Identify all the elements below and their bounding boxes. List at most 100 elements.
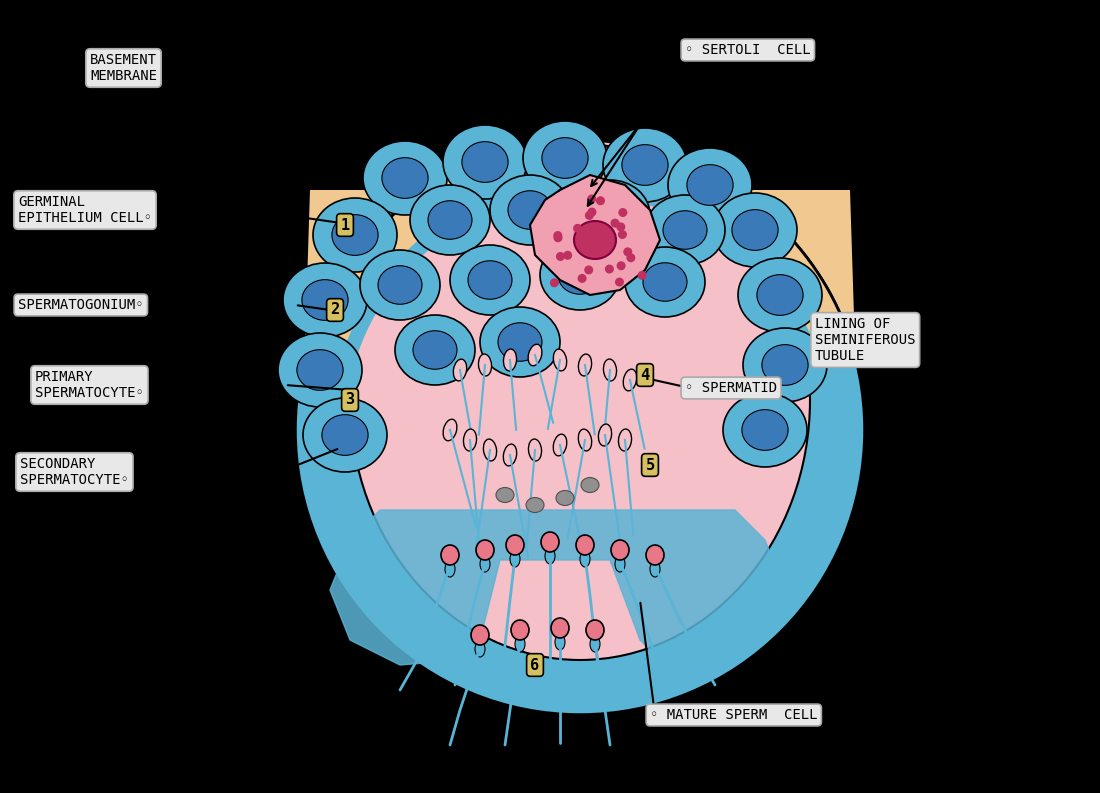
Circle shape [553,233,562,243]
Ellipse shape [453,359,466,381]
Circle shape [624,247,632,256]
Circle shape [615,278,624,286]
Text: SECONDARY
SPERMATOCYTE◦: SECONDARY SPERMATOCYTE◦ [20,457,129,487]
Ellipse shape [508,191,552,229]
Ellipse shape [590,636,600,652]
Text: BASEMENT
MEMBRANE: BASEMENT MEMBRANE [90,53,157,83]
Ellipse shape [644,262,688,301]
Ellipse shape [332,215,378,255]
Ellipse shape [471,625,490,645]
Ellipse shape [686,165,733,205]
Text: GERMINAL
EPITHELIUM CELL◦: GERMINAL EPITHELIUM CELL◦ [18,195,152,225]
Ellipse shape [579,429,592,451]
Ellipse shape [480,307,560,377]
Ellipse shape [528,344,542,366]
Ellipse shape [314,198,397,272]
Ellipse shape [625,247,705,317]
Ellipse shape [610,540,629,560]
Circle shape [638,271,647,280]
Ellipse shape [598,424,612,446]
Text: 3: 3 [345,393,354,408]
Circle shape [587,208,596,216]
Ellipse shape [483,439,496,461]
Polygon shape [305,145,856,370]
Circle shape [617,261,626,270]
Text: LINING OF
SEMINIFEROUS
TUBULE: LINING OF SEMINIFEROUS TUBULE [815,316,915,363]
Ellipse shape [558,256,602,294]
Ellipse shape [428,201,472,239]
Circle shape [618,230,627,239]
Circle shape [563,251,572,260]
Ellipse shape [650,561,660,577]
Ellipse shape [322,415,368,455]
Ellipse shape [478,354,492,376]
Ellipse shape [668,148,752,222]
Ellipse shape [468,261,512,299]
Ellipse shape [581,477,600,492]
Polygon shape [308,145,852,357]
Ellipse shape [462,142,508,182]
Ellipse shape [570,180,650,250]
Ellipse shape [757,274,803,316]
Ellipse shape [363,141,447,215]
Circle shape [596,196,605,205]
Text: 2: 2 [330,302,340,317]
Ellipse shape [350,140,810,660]
Ellipse shape [382,158,428,198]
Circle shape [605,265,614,274]
Ellipse shape [522,121,607,195]
Text: 6: 6 [530,657,540,672]
Circle shape [553,231,562,240]
Ellipse shape [480,556,490,572]
Ellipse shape [528,439,541,461]
Polygon shape [330,510,785,665]
Circle shape [610,219,619,228]
Ellipse shape [297,350,343,390]
Ellipse shape [551,618,569,638]
Ellipse shape [443,125,527,199]
Ellipse shape [603,128,688,202]
Circle shape [584,266,593,274]
Ellipse shape [443,419,456,441]
Ellipse shape [410,185,490,255]
Ellipse shape [663,211,707,249]
Ellipse shape [618,429,631,451]
Circle shape [618,208,627,217]
Ellipse shape [490,175,570,245]
Ellipse shape [378,266,422,305]
Text: ◦ SPERMATID: ◦ SPERMATID [685,381,777,395]
Ellipse shape [463,429,476,451]
Text: 4: 4 [640,367,650,382]
Text: 1: 1 [340,217,350,232]
Ellipse shape [450,245,530,315]
Text: PRIMARY
SPERMATOCYTE◦: PRIMARY SPERMATOCYTE◦ [35,370,144,400]
Ellipse shape [498,323,542,362]
Circle shape [626,253,636,262]
Ellipse shape [302,398,387,472]
Ellipse shape [742,328,827,402]
Circle shape [585,211,594,220]
Ellipse shape [741,410,788,450]
Ellipse shape [301,280,348,320]
Ellipse shape [283,263,367,337]
Ellipse shape [510,551,520,567]
Ellipse shape [586,620,604,640]
Circle shape [587,194,596,204]
Ellipse shape [646,545,664,565]
Ellipse shape [556,491,574,505]
Circle shape [573,224,582,233]
Ellipse shape [504,444,517,466]
Ellipse shape [574,221,616,259]
Ellipse shape [604,359,616,381]
Ellipse shape [506,535,524,555]
Circle shape [550,278,559,287]
Ellipse shape [542,138,588,178]
Ellipse shape [540,240,620,310]
Ellipse shape [541,532,559,552]
Ellipse shape [278,333,362,407]
Ellipse shape [624,370,637,391]
Ellipse shape [556,634,565,650]
Text: ◦ SERTOLI  CELL: ◦ SERTOLI CELL [685,43,811,57]
Ellipse shape [553,349,566,371]
Ellipse shape [723,393,807,467]
